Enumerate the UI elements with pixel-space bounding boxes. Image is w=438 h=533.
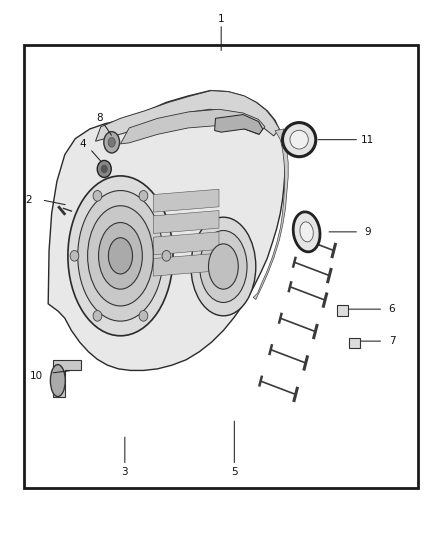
Bar <box>337 305 348 316</box>
Polygon shape <box>120 109 265 144</box>
Polygon shape <box>153 211 219 233</box>
Polygon shape <box>48 91 285 370</box>
Polygon shape <box>153 232 219 255</box>
Circle shape <box>162 251 171 261</box>
Text: 1: 1 <box>218 14 225 23</box>
Ellipse shape <box>290 130 308 149</box>
Bar <box>24 45 418 488</box>
Ellipse shape <box>108 138 115 147</box>
Ellipse shape <box>68 176 173 336</box>
Text: 3: 3 <box>121 467 128 477</box>
Text: 6: 6 <box>389 304 396 314</box>
Ellipse shape <box>104 132 120 153</box>
Ellipse shape <box>108 238 132 274</box>
Circle shape <box>93 311 102 321</box>
Circle shape <box>97 160 111 177</box>
Circle shape <box>139 311 148 321</box>
Polygon shape <box>53 360 81 397</box>
Polygon shape <box>253 129 288 300</box>
Ellipse shape <box>208 244 238 289</box>
Text: 9: 9 <box>364 227 371 237</box>
Polygon shape <box>153 189 219 212</box>
Ellipse shape <box>78 190 163 321</box>
Text: 8: 8 <box>96 114 103 123</box>
Circle shape <box>101 165 107 173</box>
Text: 5: 5 <box>231 467 238 477</box>
Text: 11: 11 <box>361 135 374 144</box>
Polygon shape <box>95 91 279 141</box>
Ellipse shape <box>200 230 247 303</box>
Ellipse shape <box>300 222 313 242</box>
Circle shape <box>70 251 79 261</box>
Ellipse shape <box>99 223 142 289</box>
Text: 2: 2 <box>25 195 32 205</box>
Ellipse shape <box>191 217 256 316</box>
Text: 7: 7 <box>389 336 396 346</box>
Bar <box>349 338 360 348</box>
Text: 4: 4 <box>80 139 87 149</box>
Text: 10: 10 <box>30 371 43 381</box>
Polygon shape <box>215 115 263 134</box>
Ellipse shape <box>283 123 316 157</box>
Ellipse shape <box>50 365 65 397</box>
Polygon shape <box>153 253 219 276</box>
Ellipse shape <box>88 206 153 306</box>
Circle shape <box>139 190 148 201</box>
Ellipse shape <box>293 212 320 252</box>
Circle shape <box>93 190 102 201</box>
